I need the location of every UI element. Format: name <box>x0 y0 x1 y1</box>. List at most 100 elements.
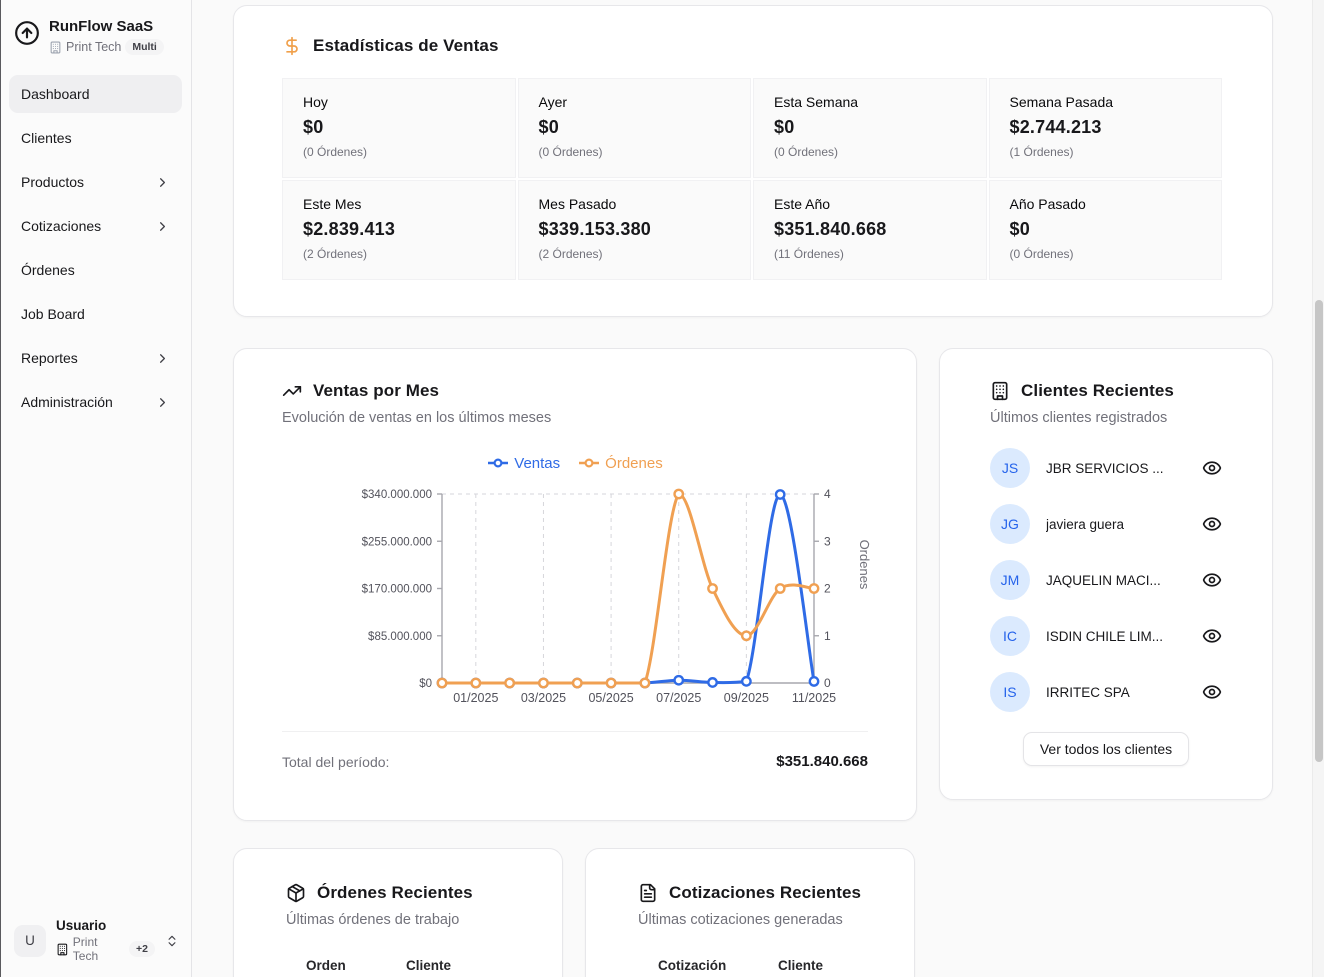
chevrons-up-down-icon <box>168 935 176 946</box>
stat-label: Ayer <box>538 94 568 110</box>
stat-value: $351.840.668 <box>774 219 887 239</box>
stat-tile: Este Mes $2.839.413 (2 Órdenes) <box>282 180 516 280</box>
svg-text:1: 1 <box>824 629 831 643</box>
sidebar-item-label: Clientes <box>21 130 72 146</box>
client-row: JG javiera guera <box>990 496 1222 552</box>
stat-orders-count: (2 Órdenes) <box>538 247 603 261</box>
recent-clients-title: Clientes Recientes <box>1021 381 1174 400</box>
user-org: Print Tech <box>72 935 99 963</box>
stat-tile: Ayer $0 (0 Órdenes) <box>517 78 751 178</box>
package-icon <box>287 883 305 903</box>
view-client-button[interactable] <box>1202 626 1222 646</box>
circle-arrow-up-icon <box>15 21 39 45</box>
svg-text:4: 4 <box>824 487 831 501</box>
scrollbar-track[interactable] <box>1312 0 1324 977</box>
trending-up-icon <box>282 386 302 396</box>
client-avatar: IC <box>990 616 1030 656</box>
sidebar-item-label: Reportes <box>21 350 78 366</box>
view-client-button[interactable] <box>1202 458 1222 478</box>
legend-label: Órdenes <box>605 454 663 472</box>
dollar-sign-icon <box>286 36 298 56</box>
period-total-row: Total del período: $351.840.668 <box>282 731 868 770</box>
svg-text:$255.000.000: $255.000.000 <box>362 536 432 548</box>
sidebar-item-ordenes[interactable]: Órdenes <box>9 251 182 289</box>
app-name: RunFlow SaaS <box>49 18 154 35</box>
building-icon <box>992 381 1008 401</box>
stat-orders-count: (0 Órdenes) <box>303 145 368 159</box>
user-menu[interactable]: U Usuario Print Tech +2 <box>0 908 191 977</box>
svg-text:09/2025: 09/2025 <box>724 691 769 705</box>
legend-marker-icon <box>488 458 509 468</box>
client-name: javiera guera <box>1046 516 1125 532</box>
client-name: JBR SERVICIOS ... <box>1046 460 1164 476</box>
user-name: Usuario <box>56 918 107 933</box>
sidebar-item-label: Órdenes <box>21 262 75 278</box>
sales-stats-card: Estadísticas de Ventas Hoy $0 (0 Órdenes) A… <box>233 5 1273 317</box>
avatar: U <box>14 924 46 957</box>
sidebar-item-label: Administración <box>21 394 113 410</box>
svg-text:01/2025: 01/2025 <box>453 691 498 705</box>
period-total-value: $351.840.668 <box>776 753 868 770</box>
workspace-switcher[interactable]: RunFlow SaaS Print Tech Multi <box>0 0 191 69</box>
legend-item-órdenes: Órdenes <box>578 455 663 472</box>
eye-icon <box>1202 629 1222 643</box>
stat-tile: Hoy $0 (0 Órdenes) <box>282 78 516 178</box>
period-total-label: Total del período: <box>282 753 390 770</box>
stat-value: $339.153.380 <box>538 219 652 239</box>
stat-orders-count: (0 Órdenes) <box>774 145 839 159</box>
sidebar-item-administracion[interactable]: Administración <box>9 383 182 421</box>
user-meta: Usuario Print Tech +2 <box>56 918 155 963</box>
sidebar-item-clientes[interactable]: Clientes <box>9 119 182 157</box>
window-edge <box>0 0 1 977</box>
scrollbar-thumb[interactable] <box>1315 300 1323 762</box>
legend-item-ventas: Ventas <box>487 455 560 472</box>
sidebar-item-job-board[interactable]: Job Board <box>9 295 182 333</box>
stat-label: Esta Semana <box>774 94 859 110</box>
legend-label: Ventas <box>514 454 561 472</box>
view-client-button[interactable] <box>1202 570 1222 590</box>
recent-quotes-subtitle: Últimas cotizaciones generadas <box>638 912 843 928</box>
sales-line-chart: $0 $85.000.000 $170.000.000 $255.000.000 $34… <box>282 478 872 723</box>
chart-legend: Ventas Órdenes <box>282 452 868 474</box>
chevron-right-icon <box>160 221 165 231</box>
stat-value: $2.839.413 <box>303 219 396 239</box>
recent-quotes-card: Cotizaciones Recientes Últimas cotizacio… <box>585 848 915 977</box>
client-row: JS JBR SERVICIOS ... <box>990 440 1222 496</box>
user-org-count-badge: +2 <box>129 941 155 957</box>
recent-clients-card: Clientes Recientes Últimos clientes regi… <box>939 348 1273 800</box>
sales-by-month-card: Ventas por Mes Evolución de ventas en lo… <box>233 348 917 821</box>
svg-text:07/2025: 07/2025 <box>656 691 701 705</box>
stat-value: $0 <box>303 117 324 137</box>
view-all-clients-button[interactable]: Ver todos los clientes <box>1022 732 1190 766</box>
stats-card-title: Estadísticas de Ventas <box>313 36 499 55</box>
client-avatar: JM <box>990 560 1030 600</box>
stat-label: Semana Pasada <box>1009 94 1114 110</box>
client-name: JAQUELIN MACI... <box>1046 572 1161 588</box>
svg-text:0: 0 <box>824 676 831 690</box>
client-avatar: JG <box>990 504 1030 544</box>
stat-tile: Mes Pasado $339.153.380 (2 Órdenes) <box>517 180 751 280</box>
sidebar-item-cotizaciones[interactable]: Cotizaciones <box>9 207 182 245</box>
stat-orders-count: (2 Órdenes) <box>303 247 368 261</box>
recent-orders-subtitle: Últimas órdenes de trabajo <box>286 912 460 928</box>
client-name: ISDIN CHILE LIM... <box>1046 628 1164 644</box>
view-client-button[interactable] <box>1202 514 1222 534</box>
sidebar-item-dashboard[interactable]: Dashboard <box>9 75 182 113</box>
sidebar: RunFlow SaaS Print Tech Multi Dashboard C… <box>0 0 192 977</box>
client-row: IS IRRITEC SPA <box>990 664 1222 720</box>
svg-text:$170.000.000: $170.000.000 <box>362 584 432 596</box>
sales-chart-subtitle: Evolución de ventas en los últimos meses <box>282 410 552 426</box>
view-client-button[interactable] <box>1202 682 1222 702</box>
recent-orders-card: Órdenes Recientes Últimas órdenes de tra… <box>233 848 563 977</box>
stat-tile: Año Pasado $0 (0 Órdenes) <box>988 180 1222 280</box>
orders-col-cliente: Cliente <box>406 958 452 973</box>
sidebar-item-productos[interactable]: Productos <box>9 163 182 201</box>
stat-tile: Semana Pasada $2.744.213 (1 Órdenes) <box>988 78 1222 178</box>
client-name: IRRITEC SPA <box>1046 684 1130 700</box>
stat-orders-count: (0 Órdenes) <box>538 145 603 159</box>
sales-chart-title: Ventas por Mes <box>313 381 440 400</box>
sidebar-item-reportes[interactable]: Reportes <box>9 339 182 377</box>
sidebar-item-label: Dashboard <box>21 86 90 102</box>
eye-icon <box>1202 517 1222 531</box>
stat-label: Año Pasado <box>1009 196 1086 212</box>
